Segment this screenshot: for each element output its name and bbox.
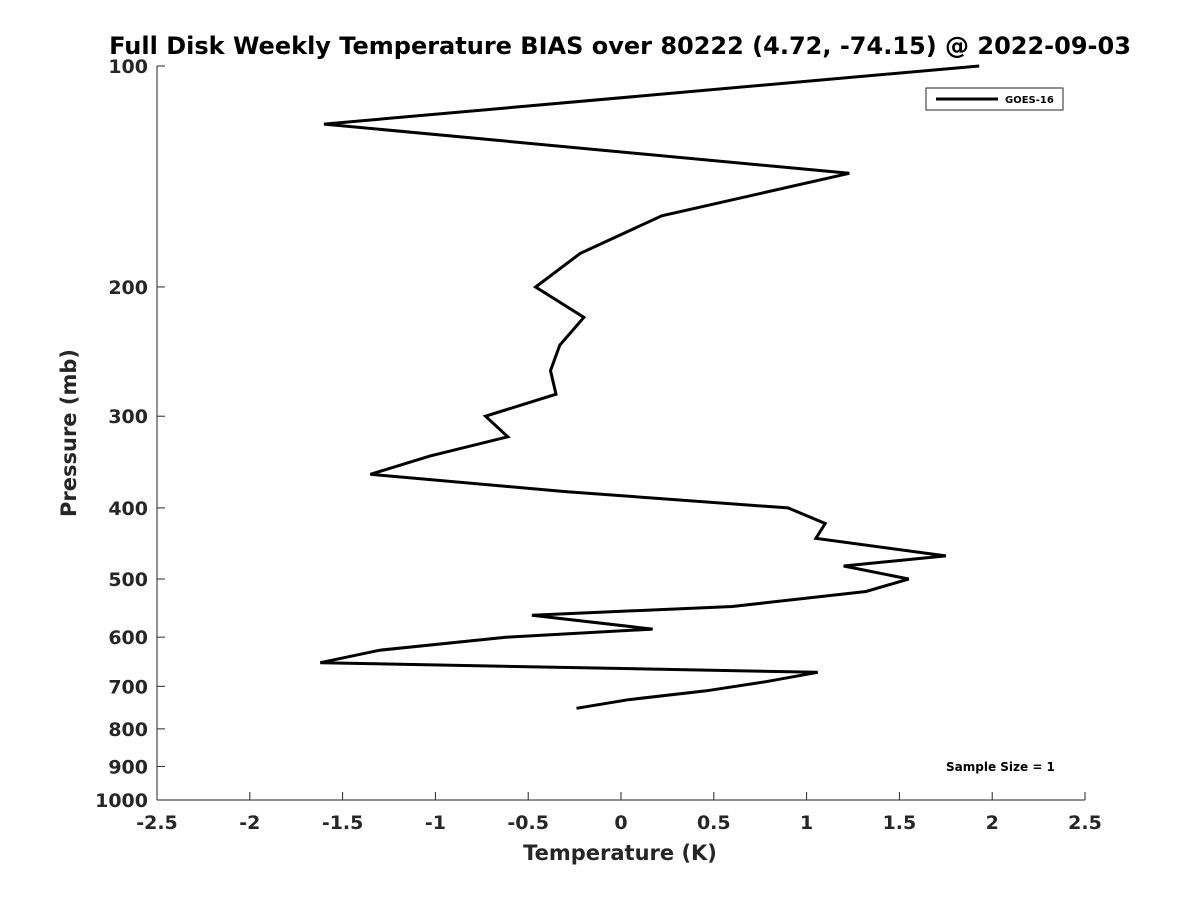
y-axis-label: Pressure (mb): [57, 349, 81, 517]
x-tick-label: 1: [800, 812, 813, 834]
x-axis-label: Temperature (K): [523, 841, 717, 865]
y-tick-label: 400: [108, 498, 148, 520]
sample-size-annotation: Sample Size = 1: [946, 760, 1055, 774]
x-tick-label: -0.5: [507, 812, 549, 834]
y-tick-label: 300: [108, 406, 148, 428]
x-tick-label: 2.5: [1068, 812, 1102, 834]
y-tick-label: 900: [108, 756, 148, 778]
legend-label-goes-16: GOES-16: [1005, 95, 1054, 106]
y-tick-label: 1000: [95, 790, 148, 812]
x-tick-label: 0: [614, 812, 627, 834]
y-tick-label: 800: [108, 719, 148, 741]
y-tick-label: 200: [108, 277, 148, 299]
chart-title: Full Disk Weekly Temperature BIAS over 8…: [109, 32, 1131, 60]
y-tick-label: 100: [108, 56, 148, 78]
x-tick-label: -1: [425, 812, 446, 834]
y-tick-label: 700: [108, 676, 148, 698]
x-tick-label: -2.5: [136, 812, 178, 834]
x-tick-label: 1.5: [883, 812, 917, 834]
x-tick-label: -2: [239, 812, 260, 834]
y-tick-label: 500: [108, 569, 148, 591]
x-tick-label: 0.5: [697, 812, 731, 834]
x-tick-label: 2: [986, 812, 999, 834]
legend: GOES-16: [926, 88, 1063, 110]
x-tick-label: -1.5: [322, 812, 364, 834]
y-tick-label: 600: [108, 627, 148, 649]
